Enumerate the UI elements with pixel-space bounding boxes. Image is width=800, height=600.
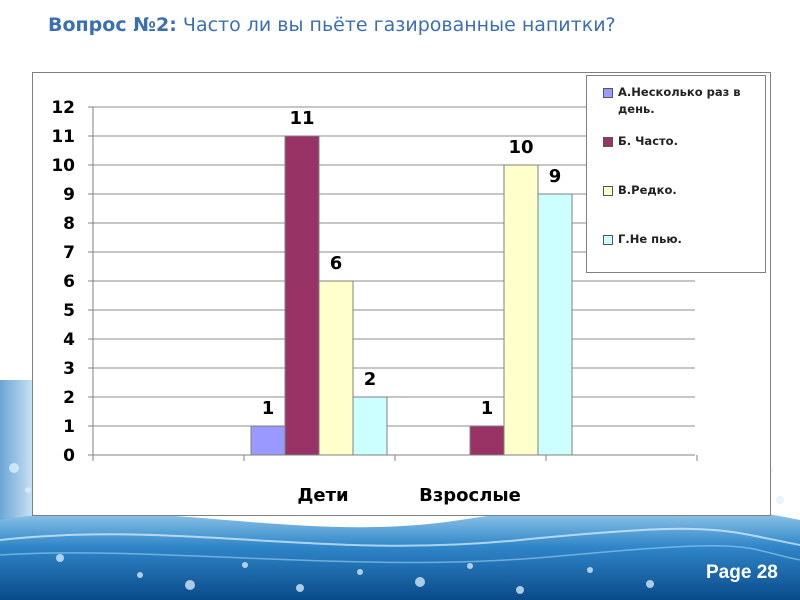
y-tick-label: 12	[51, 98, 75, 118]
legend-swatch-c	[603, 186, 613, 196]
page-number: Page 28	[706, 562, 778, 583]
data-label: 6	[330, 253, 343, 274]
bar-3-2	[503, 164, 539, 456]
bar-1-1	[250, 425, 286, 456]
y-tick-label: 1	[63, 417, 75, 437]
legend-swatch-b	[603, 137, 613, 147]
data-label: 10	[508, 137, 533, 158]
chart-legend: А.Несколько раз в день. Б. Часто. В.Редк…	[586, 75, 766, 273]
axes	[88, 106, 698, 461]
x-category-label: Взрослые	[419, 485, 521, 506]
bars	[250, 135, 573, 456]
bar-2-2	[469, 425, 505, 456]
bar-4-1	[352, 396, 388, 456]
y-tick-label: 8	[63, 214, 75, 234]
data-label: 1	[481, 398, 494, 419]
bar-2-1	[284, 135, 320, 456]
question-text: Часто ли вы пьёте газированные напитки?	[182, 14, 616, 36]
y-tick-label: 11	[51, 127, 75, 147]
legend-label-a: А.Несколько раз в день.	[618, 85, 741, 116]
y-tick-label: 5	[63, 301, 75, 321]
legend-label-d: Г.Не пью.	[618, 232, 682, 246]
legend-swatch-d	[603, 235, 613, 245]
question-number: Вопрос №2:	[48, 14, 177, 36]
bar-3-1	[318, 280, 354, 456]
y-tick-label: 10	[51, 156, 75, 176]
legend-label-b: Б. Часто.	[618, 134, 678, 148]
bar-4-2	[537, 193, 573, 456]
slide-title: Вопрос №2: Часто ли вы пьёте газированны…	[48, 14, 616, 36]
y-tick-label: 7	[63, 243, 75, 263]
y-tick-label: 9	[63, 185, 75, 205]
y-tick-label: 6	[63, 272, 75, 292]
y-tick-label: 4	[63, 330, 75, 350]
y-tick-label: 3	[63, 359, 75, 379]
data-label: 9	[549, 166, 562, 187]
data-label: 11	[289, 108, 314, 129]
data-label: 1	[262, 398, 275, 419]
y-tick-label: 2	[63, 388, 75, 408]
data-label: 2	[364, 369, 377, 390]
x-category-label: Дети	[297, 485, 348, 506]
legend-label-c: В.Редко.	[618, 183, 677, 197]
legend-swatch-a	[603, 88, 613, 98]
y-tick-label: 0	[63, 446, 75, 466]
